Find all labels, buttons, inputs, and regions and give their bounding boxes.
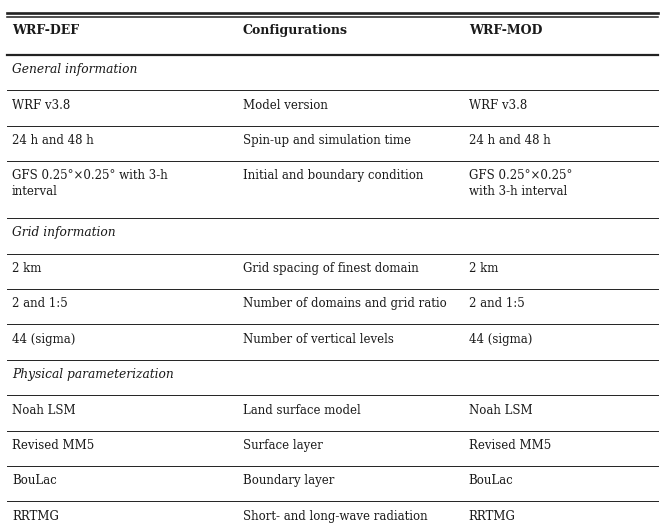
Text: Boundary layer: Boundary layer — [243, 475, 334, 487]
Text: Noah LSM: Noah LSM — [469, 404, 533, 416]
Text: Physical parameterization: Physical parameterization — [12, 368, 174, 381]
Text: 24 h and 48 h: 24 h and 48 h — [469, 134, 551, 147]
Text: Land surface model: Land surface model — [243, 404, 360, 416]
Text: Revised MM5: Revised MM5 — [469, 439, 551, 452]
Text: Model version: Model version — [243, 98, 328, 112]
Text: RRTMG: RRTMG — [12, 510, 59, 523]
Text: Number of domains and grid ratio: Number of domains and grid ratio — [243, 297, 446, 310]
Text: Initial and boundary condition: Initial and boundary condition — [243, 169, 423, 183]
Text: Short- and long-wave radiation: Short- and long-wave radiation — [243, 510, 428, 523]
Text: WRF-DEF: WRF-DEF — [12, 24, 79, 38]
Text: Configurations: Configurations — [243, 24, 348, 38]
Text: General information: General information — [12, 63, 138, 76]
Text: 2 km: 2 km — [12, 262, 41, 275]
Text: GFS 0.25°×0.25°
with 3-h interval: GFS 0.25°×0.25° with 3-h interval — [469, 169, 572, 198]
Text: 2 km: 2 km — [469, 262, 498, 275]
Text: GFS 0.25°×0.25° with 3-h
interval: GFS 0.25°×0.25° with 3-h interval — [12, 169, 168, 198]
Text: 44 (sigma): 44 (sigma) — [12, 333, 75, 345]
Text: Grid spacing of finest domain: Grid spacing of finest domain — [243, 262, 418, 275]
Text: 24 h and 48 h: 24 h and 48 h — [12, 134, 94, 147]
Text: BouLac: BouLac — [12, 475, 57, 487]
Text: Surface layer: Surface layer — [243, 439, 323, 452]
Text: WRF-MOD: WRF-MOD — [469, 24, 542, 38]
Text: 2 and 1:5: 2 and 1:5 — [12, 297, 68, 310]
Text: Number of vertical levels: Number of vertical levels — [243, 333, 394, 345]
Text: RRTMG: RRTMG — [469, 510, 515, 523]
Text: Revised MM5: Revised MM5 — [12, 439, 94, 452]
Text: BouLac: BouLac — [469, 475, 513, 487]
Text: 44 (sigma): 44 (sigma) — [469, 333, 532, 345]
Text: Grid information: Grid information — [12, 226, 116, 240]
Text: Noah LSM: Noah LSM — [12, 404, 76, 416]
Text: WRF v3.8: WRF v3.8 — [12, 98, 70, 112]
Text: Spin-up and simulation time: Spin-up and simulation time — [243, 134, 411, 147]
Text: 2 and 1:5: 2 and 1:5 — [469, 297, 525, 310]
Text: WRF v3.8: WRF v3.8 — [469, 98, 527, 112]
